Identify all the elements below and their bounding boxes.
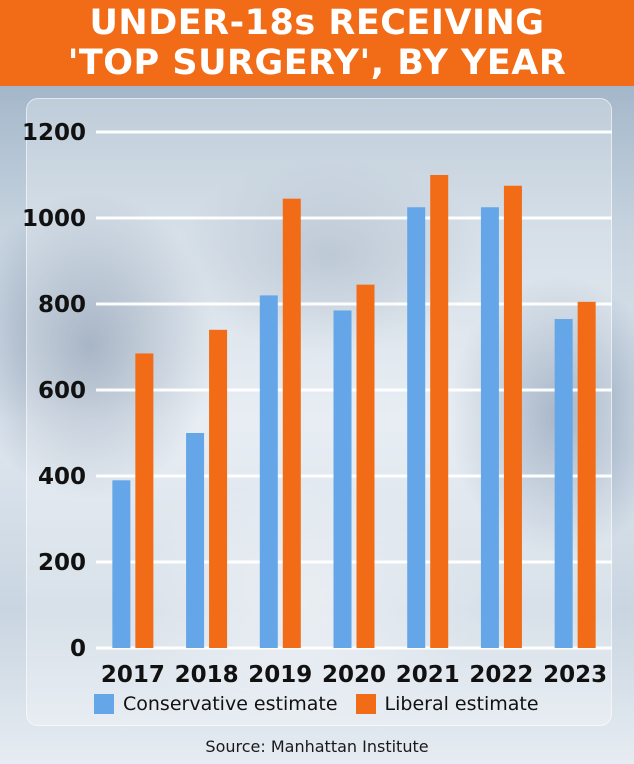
y-tick-label: 1000: [22, 206, 86, 232]
bar-conservative-2019: [259, 295, 278, 648]
y-tick-label: 400: [38, 464, 86, 490]
bar-conservative-2023: [554, 319, 573, 648]
source-note: Source: Manhattan Institute: [205, 737, 429, 756]
background-image: [0, 86, 634, 764]
x-tick-label: 2019: [248, 662, 312, 688]
x-tick-label: 2020: [322, 662, 386, 688]
x-tick-label: 2017: [101, 662, 165, 688]
bar-conservative-2018: [186, 433, 205, 648]
bar-liberal-2018: [209, 329, 228, 648]
bar-conservative-2017: [112, 480, 131, 648]
y-tick-label: 800: [38, 292, 86, 318]
title-banner: UNDER-18s RECEIVING 'TOP SURGERY', BY YE…: [0, 0, 634, 86]
bar-liberal-2019: [282, 198, 301, 648]
x-tick-label: 2023: [543, 662, 607, 688]
legend-swatch-liberal: [355, 694, 376, 714]
legend: Conservative estimate Liberal estimate: [94, 691, 557, 717]
legend-label-liberal: Liberal estimate: [384, 693, 539, 715]
x-tick-label: 2018: [175, 662, 239, 688]
x-tick-label: 2022: [469, 662, 533, 688]
bar-liberal-2021: [430, 175, 449, 648]
bar-liberal-2023: [577, 301, 596, 648]
legend-item-conservative: Conservative estimate: [94, 693, 338, 715]
legend-label-conservative: Conservative estimate: [123, 693, 338, 715]
legend-item-liberal: Liberal estimate: [355, 693, 539, 715]
x-tick-label: 2021: [396, 662, 460, 688]
bar-liberal-2017: [135, 353, 154, 648]
chart-title-line-1: UNDER-18s RECEIVING: [89, 3, 545, 43]
y-tick-label: 1200: [22, 120, 86, 146]
y-tick-label: 0: [70, 636, 86, 662]
bar-conservative-2021: [407, 207, 426, 648]
y-tick-label: 200: [38, 550, 86, 576]
legend-swatch-conservative: [94, 694, 114, 714]
bar-conservative-2022: [480, 207, 499, 648]
chart-title-line-2: 'TOP SURGERY', BY YEAR: [67, 43, 567, 83]
bar-conservative-2020: [333, 310, 352, 648]
bar-liberal-2022: [503, 185, 522, 648]
bar-liberal-2020: [356, 284, 375, 648]
y-tick-label: 600: [38, 378, 86, 404]
